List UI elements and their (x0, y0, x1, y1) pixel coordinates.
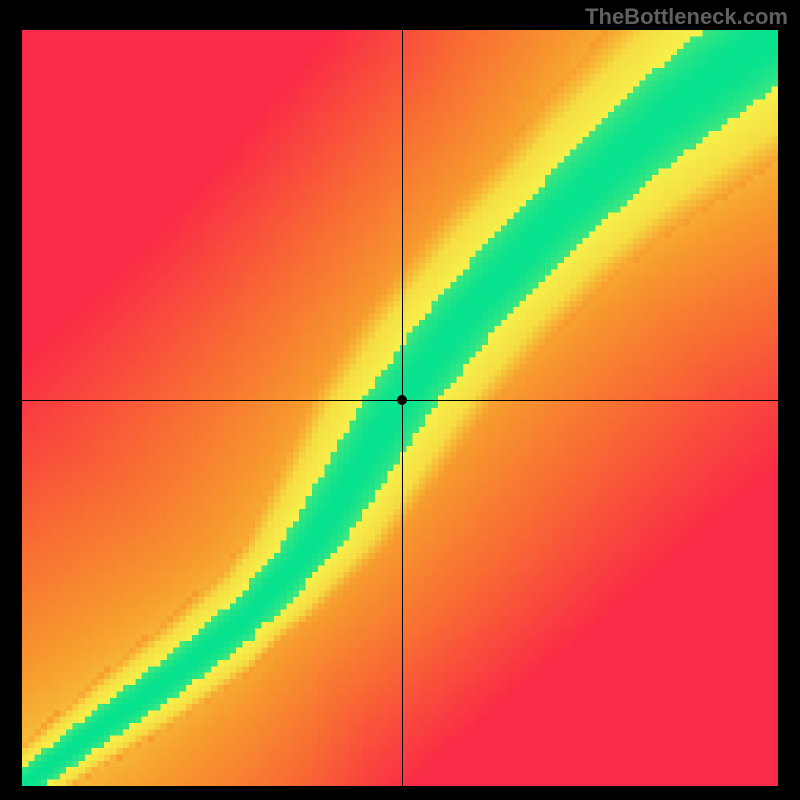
crosshair-vertical (402, 30, 403, 786)
watermark-text: TheBottleneck.com (585, 4, 788, 30)
heatmap-canvas (22, 30, 778, 786)
crosshair-marker (397, 395, 407, 405)
heatmap-plot (22, 30, 778, 786)
